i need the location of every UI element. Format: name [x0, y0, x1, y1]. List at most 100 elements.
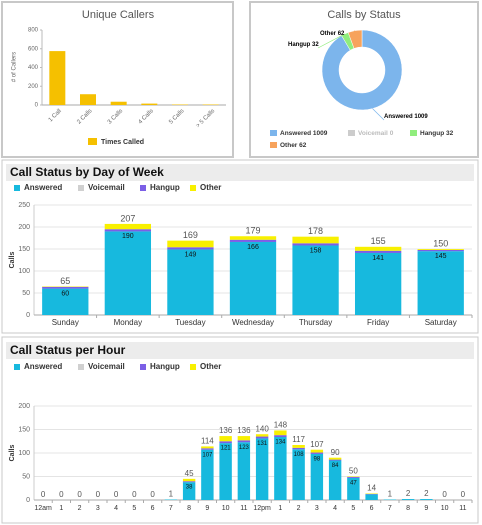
total-label: 136: [219, 426, 233, 435]
legend-name: Other: [280, 142, 298, 149]
x-tick-label: Tuesday: [175, 318, 205, 327]
bar-segment: [167, 240, 214, 248]
segment-label: 190: [122, 233, 134, 240]
legend-swatch: [410, 130, 417, 136]
legend-swatch: [14, 185, 20, 191]
y-tick-label: 200: [18, 224, 30, 231]
total-label: 0: [442, 490, 447, 499]
bar-segment: [292, 449, 305, 500]
x-tick-label: 1: [59, 505, 63, 512]
y-axis-label: # of Callers: [12, 52, 18, 82]
bar-segment: [42, 288, 89, 315]
bar-segment: [255, 434, 269, 437]
bar-segment: [401, 499, 415, 500]
bar-segment: [219, 443, 232, 500]
total-label: 50: [349, 467, 358, 476]
x-tick-label: 1: [278, 505, 282, 512]
y-tick-label: 150: [18, 426, 30, 433]
legend-swatch: [348, 130, 355, 136]
legend-swatch: [140, 364, 146, 370]
total-label: 117: [292, 435, 305, 444]
total-label: 0: [461, 490, 466, 499]
x-tick-label: 5: [351, 505, 355, 512]
total-label: 0: [114, 490, 119, 499]
total-label: 0: [59, 490, 64, 499]
segment-label: 149: [185, 251, 197, 258]
legend-value: 1009: [313, 130, 328, 137]
bar-segment: [167, 249, 214, 315]
legend-label: Answered: [24, 183, 62, 192]
total-label: 148: [274, 421, 288, 430]
x-tick-label: 10: [222, 505, 230, 512]
bar-segment: [182, 482, 196, 500]
segment-label: 141: [372, 255, 384, 262]
legend-swatch: [14, 364, 20, 370]
total-label: 140: [255, 424, 269, 433]
total-label: 90: [331, 448, 340, 457]
bar-segment: [328, 460, 342, 500]
y-tick-label: 150: [18, 246, 30, 253]
x-tick-label: 9: [205, 505, 209, 512]
segment-label: 145: [435, 253, 447, 260]
bar-segment: [237, 440, 251, 443]
legend-swatch: [270, 142, 277, 148]
y-tick-label: 50: [22, 290, 30, 297]
total-label: 0: [96, 490, 101, 499]
segment-label: 131: [257, 441, 268, 447]
data-label: Other 62: [320, 31, 345, 37]
x-tick-label: Sunday: [52, 318, 79, 327]
bar-segment: [292, 245, 339, 315]
legend-label: Voicemail: [88, 362, 125, 371]
total-label: 14: [367, 484, 376, 493]
y-tick-label: 400: [28, 65, 39, 71]
legend-label: Hangup 32: [420, 130, 454, 137]
total-label: 45: [185, 469, 194, 478]
bar-segment: [292, 236, 339, 244]
segment-label: 134: [275, 440, 286, 446]
data-label-value: 32: [312, 42, 319, 48]
legend-swatch: [190, 364, 196, 370]
segment-label: 107: [202, 452, 213, 458]
x-tick-label: 5: [132, 505, 136, 512]
label-connector: [317, 33, 345, 49]
data-label-name: Other: [320, 31, 337, 37]
x-tick-label: 8: [406, 505, 410, 512]
legend-label: Other: [200, 362, 221, 371]
y-tick-label: 200: [28, 84, 39, 90]
legend-label: Other: [200, 183, 221, 192]
chart-title: Call Status per Hour: [10, 343, 126, 357]
legend-name: Answered: [280, 130, 311, 137]
bar: [141, 103, 158, 105]
y-tick-label: 800: [28, 28, 39, 34]
donut-slice: [321, 29, 403, 111]
x-tick-label: Thursday: [299, 318, 332, 327]
segment-label: 60: [61, 290, 69, 297]
total-label: 178: [308, 226, 323, 236]
y-tick-label: 100: [18, 450, 30, 457]
segment-label: 38: [186, 485, 193, 491]
y-tick-label: 50: [22, 473, 30, 480]
y-tick-label: 600: [28, 46, 39, 52]
y-axis-label: Calls: [9, 252, 16, 269]
bar-segment: [365, 494, 378, 500]
bar-segment: [417, 251, 464, 315]
total-label: 0: [150, 490, 155, 499]
y-tick-label: 0: [26, 497, 30, 504]
x-tick-label: 3: [315, 505, 319, 512]
segment-label: 123: [239, 445, 250, 451]
total-label: 0: [41, 490, 46, 499]
chart-title: Call Status by Day of Week: [10, 165, 164, 179]
bar-segment: [347, 476, 360, 478]
bar: [110, 101, 127, 105]
y-tick-label: 0: [35, 103, 39, 109]
label-connector: [372, 108, 385, 121]
x-tick-label: 10: [441, 505, 449, 512]
bar-segment: [417, 249, 464, 252]
bar-segment: [182, 478, 196, 482]
legend-value: 0: [390, 130, 394, 137]
segment-label: 108: [294, 452, 305, 458]
total-label: 2: [406, 489, 411, 498]
total-label: 150: [433, 238, 448, 248]
legend-swatch: [140, 185, 146, 191]
bar-segment: [229, 239, 277, 242]
